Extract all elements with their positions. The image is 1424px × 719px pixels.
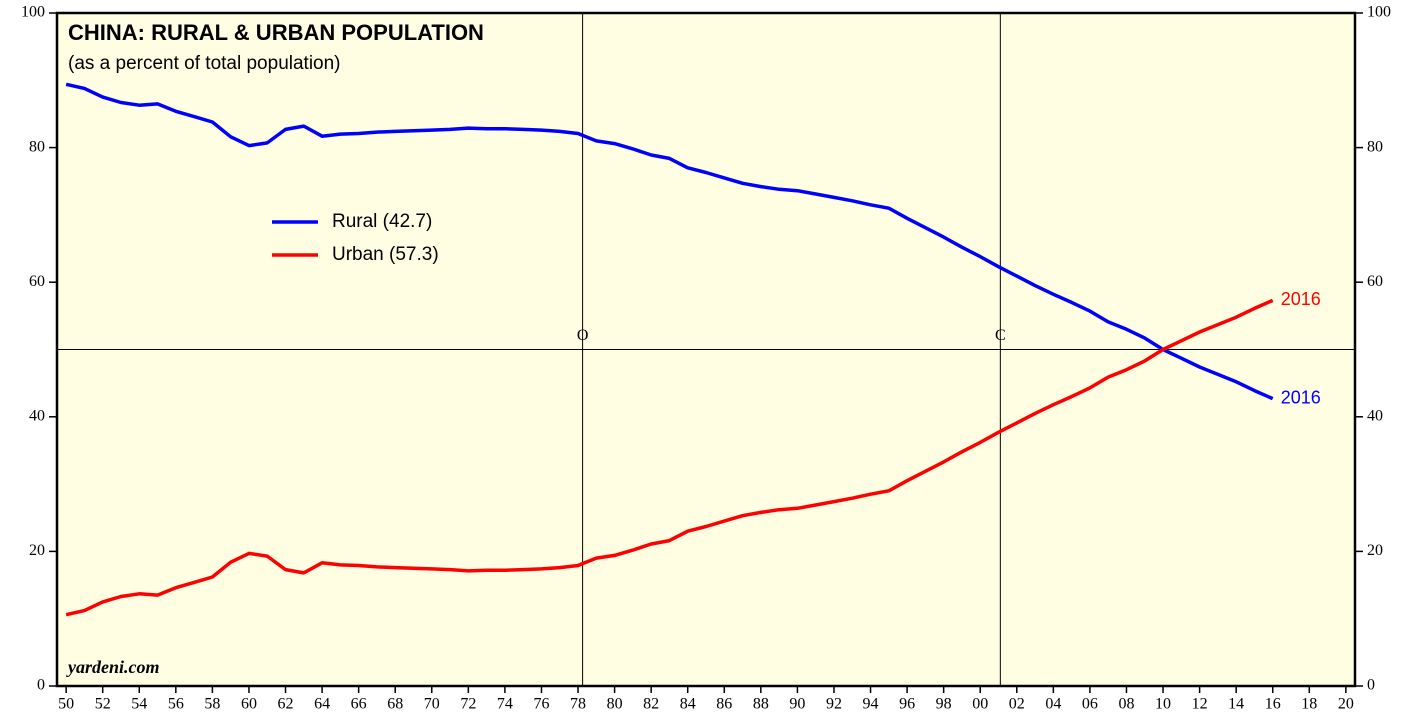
y-tick-label: 40 — [29, 407, 45, 424]
x-tick-label: 66 — [351, 696, 367, 713]
y2-tick-label: 80 — [1367, 138, 1383, 155]
x-tick-label: 90 — [789, 696, 805, 713]
x-tick-label: 96 — [899, 696, 915, 713]
event-label: C — [995, 327, 1006, 344]
x-tick-label: 04 — [1045, 696, 1061, 713]
y2-tick-label: 0 — [1367, 677, 1375, 694]
y2-tick-label: 20 — [1367, 542, 1383, 559]
x-tick-label: 94 — [863, 696, 879, 713]
series-line — [65, 298, 1274, 617]
x-tick-label: 92 — [826, 696, 842, 713]
x-tick-label: 70 — [424, 696, 440, 713]
x-tick-label: 02 — [1009, 696, 1025, 713]
x-tick-label: 82 — [643, 696, 659, 713]
x-tick-label: 50 — [58, 696, 74, 713]
x-tick-label: 60 — [241, 696, 257, 713]
chart-subtitle: (as a percent of total population) — [68, 53, 341, 74]
source: yardeni.com — [66, 657, 160, 677]
x-tick-label: 80 — [607, 696, 623, 713]
x-tick-label: 72 — [460, 696, 476, 713]
x-tick-label: 52 — [95, 696, 111, 713]
x-tick-label: 20 — [1338, 696, 1354, 713]
x-tick-label: 16 — [1265, 696, 1281, 713]
x-tick-label: 78 — [570, 696, 586, 713]
legend-label: Urban (57.3) — [332, 244, 439, 265]
x-tick-label: 06 — [1082, 696, 1098, 713]
x-tick-label: 88 — [753, 696, 769, 713]
event-label: O — [577, 327, 589, 344]
series-line — [65, 82, 1274, 401]
x-tick-label: 08 — [1118, 696, 1134, 713]
x-tick-label: 54 — [131, 696, 147, 713]
y-tick-label: 100 — [21, 4, 45, 21]
plot-frame — [55, 11, 1357, 688]
x-tick-label: 12 — [1192, 696, 1208, 713]
x-tick-label: 68 — [387, 696, 403, 713]
y2-tick-label: 100 — [1367, 4, 1391, 21]
end-label: 2016 — [1281, 387, 1321, 407]
y-tick-label: 60 — [29, 273, 45, 290]
x-tick-label: 74 — [497, 696, 513, 713]
y-tick-label: 20 — [29, 542, 45, 559]
x-tick-label: 56 — [168, 696, 184, 713]
x-tick-label: 10 — [1155, 696, 1171, 713]
x-tick-label: 64 — [314, 696, 330, 713]
end-label: 2016 — [1281, 289, 1321, 309]
x-tick-label: 86 — [716, 696, 732, 713]
x-tick-label: 76 — [533, 696, 549, 713]
chart-title: CHINA: RURAL & URBAN POPULATION — [68, 20, 484, 45]
x-tick-label: 98 — [936, 696, 952, 713]
y-tick-label: 80 — [29, 138, 45, 155]
legend-label: Rural (42.7) — [332, 211, 432, 232]
x-tick-label: 58 — [204, 696, 220, 713]
y2-tick-label: 60 — [1367, 273, 1383, 290]
y2-tick-label: 40 — [1367, 407, 1383, 424]
x-tick-label: 18 — [1301, 696, 1317, 713]
x-tick-label: 84 — [680, 696, 696, 713]
x-tick-label: 00 — [972, 696, 988, 713]
x-tick-label: 62 — [278, 696, 294, 713]
x-tick-label: 14 — [1228, 696, 1244, 713]
y-tick-label: 0 — [37, 677, 45, 694]
